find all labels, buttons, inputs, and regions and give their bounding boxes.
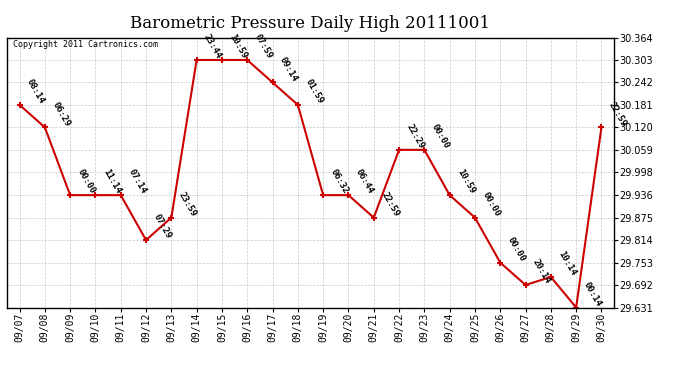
Text: 20:14: 20:14 bbox=[531, 258, 552, 286]
Text: 23:59: 23:59 bbox=[177, 190, 198, 218]
Text: 22:29: 22:29 bbox=[404, 123, 426, 150]
Text: Barometric Pressure Daily High 20111001: Barometric Pressure Daily High 20111001 bbox=[130, 15, 491, 32]
Text: 10:59: 10:59 bbox=[228, 33, 248, 61]
Text: 07:29: 07:29 bbox=[152, 213, 172, 241]
Text: 00:00: 00:00 bbox=[430, 123, 451, 150]
Text: 06:44: 06:44 bbox=[354, 168, 375, 196]
Text: 11:14: 11:14 bbox=[101, 168, 122, 196]
Text: 07:14: 07:14 bbox=[126, 168, 148, 196]
Text: 00:00: 00:00 bbox=[480, 190, 502, 218]
Text: 00:14: 00:14 bbox=[582, 280, 603, 308]
Text: 08:14: 08:14 bbox=[25, 78, 46, 105]
Text: 00:00: 00:00 bbox=[76, 168, 97, 196]
Text: Copyright 2011 Cartronics.com: Copyright 2011 Cartronics.com bbox=[13, 40, 158, 49]
Text: 10:14: 10:14 bbox=[556, 250, 578, 278]
Text: 22:59: 22:59 bbox=[607, 100, 628, 128]
Text: 06:32: 06:32 bbox=[328, 168, 350, 196]
Text: 07:59: 07:59 bbox=[253, 33, 274, 61]
Text: 22:59: 22:59 bbox=[380, 190, 400, 218]
Text: 23:44: 23:44 bbox=[202, 33, 224, 61]
Text: 06:29: 06:29 bbox=[50, 100, 72, 128]
Text: 00:00: 00:00 bbox=[506, 236, 527, 263]
Text: 09:14: 09:14 bbox=[278, 55, 299, 83]
Text: 01:59: 01:59 bbox=[304, 78, 324, 105]
Text: 10:59: 10:59 bbox=[455, 168, 476, 196]
